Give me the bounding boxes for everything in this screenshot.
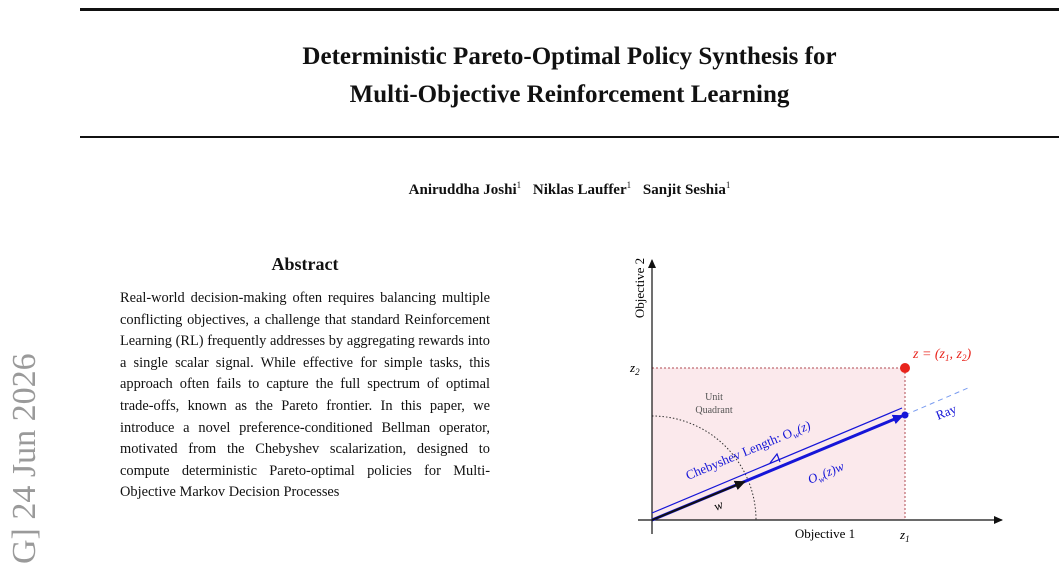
paper-title: Deterministic Pareto-Optimal Policy Synt… xyxy=(80,38,1059,114)
ray-line xyxy=(904,387,969,416)
author-3-name: Sanjit Seshia xyxy=(642,182,726,198)
pareto-figure: Objective 2 Objective 1 z1 z2 z = (z1, z… xyxy=(600,248,1020,564)
ray-label: Ray xyxy=(934,401,959,423)
ray-point xyxy=(901,411,909,419)
pareto-point-label: z = (z1, z2) xyxy=(912,347,971,363)
arxiv-side-identifier: G] 24 Jun 2026 xyxy=(6,353,43,564)
title-line-2: Multi-Objective Reinforcement Learning xyxy=(349,81,790,108)
author-1-affiliation: 1 xyxy=(516,180,522,190)
author-1-name: Aniruddha Joshi xyxy=(408,182,517,198)
unit-quadrant-arc xyxy=(651,415,757,521)
y-axis-label: Objective 2 xyxy=(632,258,647,318)
unit-quadrant-label-1: Unit xyxy=(705,392,723,403)
author-2-affiliation: 1 xyxy=(626,180,632,190)
x-axis-label: Objective 1 xyxy=(795,526,855,541)
w-vector xyxy=(651,480,746,521)
author-2: Niklas Lauffer1 xyxy=(532,180,632,198)
author-list: Aniruddha Joshi1 Niklas Lauffer1 Sanjit … xyxy=(80,180,1059,199)
title-bottom-rule xyxy=(80,136,1059,138)
abstract-heading: Abstract xyxy=(271,254,339,274)
author-3: Sanjit Seshia1 xyxy=(642,180,731,198)
author-1: Aniruddha Joshi1 xyxy=(408,180,522,198)
abstract-text: Real-world decision-making often require… xyxy=(120,290,490,501)
chebyshev-brace-tip xyxy=(769,452,781,464)
pareto-figure-svg: Objective 2 Objective 1 z1 z2 z = (z1, z… xyxy=(629,258,1003,544)
unit-quadrant-label-2: Quadrant xyxy=(695,405,732,416)
chebyshev-brace-line xyxy=(651,407,903,514)
author-2-name: Niklas Lauffer xyxy=(532,182,627,198)
x-tick-z1: z1 xyxy=(899,527,910,544)
author-3-affiliation: 1 xyxy=(725,180,731,190)
title-line-1: Deterministic Pareto-Optimal Policy Synt… xyxy=(302,43,837,70)
y-tick-z2: z2 xyxy=(629,360,640,377)
title-top-rule xyxy=(80,8,1059,11)
pareto-point xyxy=(900,363,910,373)
